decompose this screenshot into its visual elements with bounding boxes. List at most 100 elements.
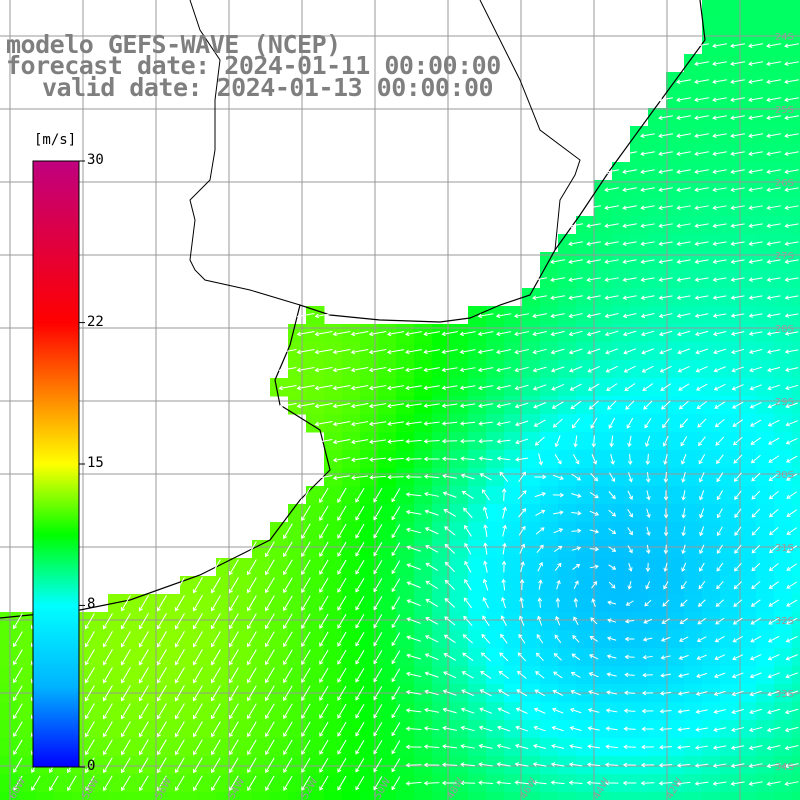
wind-arrow bbox=[663, 472, 669, 483]
sea-cell bbox=[342, 504, 361, 523]
sea-cell bbox=[360, 612, 379, 631]
sea-cell bbox=[540, 738, 559, 757]
wind-arrow bbox=[519, 579, 525, 591]
wind-arrow bbox=[283, 757, 293, 773]
sea-cell bbox=[414, 666, 433, 685]
sea-cell bbox=[522, 396, 541, 415]
wind-arrow bbox=[478, 725, 493, 732]
wind-arrow bbox=[461, 671, 474, 679]
sea-cell bbox=[756, 216, 775, 235]
wind-arrow bbox=[13, 703, 23, 720]
wind-arrow bbox=[641, 348, 655, 355]
sea-cell bbox=[324, 720, 343, 739]
sea-cell bbox=[504, 468, 523, 487]
lat-label: 33S bbox=[775, 689, 794, 700]
sea-cell bbox=[738, 666, 757, 685]
sea-cell bbox=[486, 468, 505, 487]
wind-arrow bbox=[730, 745, 745, 750]
sea-cell bbox=[612, 540, 631, 559]
sea-cell bbox=[522, 486, 541, 505]
wind-arrow bbox=[355, 776, 365, 791]
sea-cell bbox=[594, 486, 613, 505]
sea-cell bbox=[594, 342, 613, 361]
sea-cell bbox=[198, 792, 217, 800]
wind-arrow bbox=[716, 581, 724, 590]
wind-arrow bbox=[676, 133, 691, 139]
sea-cell bbox=[774, 342, 793, 361]
sea-cell bbox=[648, 234, 667, 253]
sea-cell bbox=[792, 702, 800, 721]
wind-arrow bbox=[571, 417, 580, 429]
wind-arrow bbox=[520, 561, 525, 573]
sea-cell bbox=[684, 738, 703, 757]
sea-cell bbox=[666, 486, 685, 505]
wind-arrow bbox=[662, 599, 670, 607]
state-border bbox=[479, 0, 581, 251]
wind-arrow bbox=[301, 739, 311, 755]
wind-arrow bbox=[751, 526, 761, 536]
wind-arrow bbox=[314, 475, 333, 481]
wind-arrow bbox=[555, 615, 561, 626]
wind-arrow bbox=[604, 259, 619, 264]
sea-cell bbox=[720, 522, 739, 541]
sea-cell bbox=[180, 792, 199, 800]
colorbar-tick-label: 0 bbox=[87, 758, 96, 774]
sea-cell bbox=[774, 648, 793, 667]
wind-arrow bbox=[627, 580, 632, 590]
wind-arrow bbox=[355, 703, 365, 719]
wind-arrow bbox=[319, 595, 329, 611]
sea-cell bbox=[378, 360, 397, 379]
wind-arrow bbox=[696, 672, 708, 678]
wind-arrow bbox=[623, 365, 636, 373]
wind-arrow bbox=[732, 419, 744, 427]
wind-arrow bbox=[694, 79, 710, 85]
sea-cell bbox=[468, 738, 487, 757]
wind-arrow bbox=[229, 739, 239, 756]
wind-arrow bbox=[573, 435, 578, 448]
colorbar-unit: [m/s] bbox=[34, 132, 77, 148]
wind-arrow bbox=[712, 79, 728, 85]
wind-arrow bbox=[157, 739, 167, 756]
wind-arrow bbox=[766, 313, 781, 318]
sea-cell bbox=[468, 360, 487, 379]
sea-cell bbox=[504, 594, 523, 613]
wind-arrow bbox=[712, 61, 728, 67]
wind-arrow bbox=[730, 313, 745, 318]
wind-arrow bbox=[716, 472, 724, 483]
sea-cell bbox=[738, 486, 757, 505]
wind-arrow bbox=[482, 578, 489, 591]
wind-arrow bbox=[441, 367, 458, 373]
sea-cell bbox=[468, 720, 487, 739]
sea-cell bbox=[558, 522, 577, 541]
wind-arrow bbox=[463, 597, 473, 609]
wind-arrow bbox=[405, 689, 422, 695]
wind-arrow bbox=[784, 745, 799, 751]
sea-cell bbox=[594, 378, 613, 397]
sea-cell bbox=[450, 504, 469, 523]
sea-cell bbox=[756, 576, 775, 595]
sea-cell bbox=[702, 666, 721, 685]
wind-arrow bbox=[645, 453, 651, 466]
sea-cell bbox=[756, 540, 775, 559]
sea-cell bbox=[612, 612, 631, 631]
wind-arrow bbox=[121, 739, 131, 756]
wind-arrow bbox=[624, 672, 635, 678]
wind-arrow bbox=[568, 277, 583, 283]
wind-arrow bbox=[680, 453, 687, 465]
wind-arrow bbox=[640, 133, 655, 139]
wind-arrow bbox=[355, 758, 365, 773]
wind-arrow bbox=[663, 544, 669, 555]
wind-arrow bbox=[406, 527, 422, 534]
wind-arrow bbox=[337, 595, 347, 611]
wind-arrow bbox=[405, 421, 422, 426]
wind-arrow bbox=[391, 650, 401, 665]
sea-cell bbox=[612, 360, 631, 379]
sea-cell bbox=[756, 774, 775, 793]
sea-cell bbox=[450, 612, 469, 631]
sea-cell bbox=[342, 576, 361, 595]
wind-arrow bbox=[588, 400, 599, 410]
sea-cell bbox=[450, 432, 469, 451]
wind-arrow bbox=[460, 762, 476, 767]
wind-arrow bbox=[192, 667, 203, 684]
wind-arrow bbox=[495, 331, 512, 337]
